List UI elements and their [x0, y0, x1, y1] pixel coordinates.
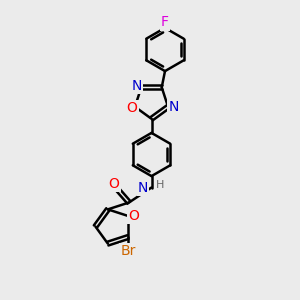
Text: N: N	[138, 181, 148, 194]
Text: F: F	[161, 16, 169, 29]
Text: Br: Br	[120, 244, 136, 258]
Text: O: O	[109, 177, 119, 190]
Text: H: H	[156, 180, 164, 190]
Text: O: O	[128, 209, 140, 223]
Text: O: O	[127, 101, 137, 115]
Text: N: N	[132, 79, 142, 93]
Text: N: N	[168, 100, 178, 114]
